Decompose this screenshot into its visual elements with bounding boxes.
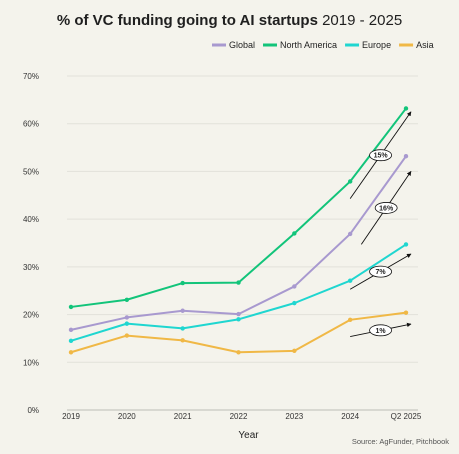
data-point-north-america (68, 304, 74, 310)
data-point-europe (236, 317, 241, 322)
data-point-asia (124, 333, 130, 338)
y-tick-label: 40% (23, 215, 39, 224)
data-point-north-america (236, 280, 241, 285)
x-axis-title: Year (238, 430, 259, 441)
legend-label-asia: Asia (416, 40, 434, 50)
annotation-label: 1% (376, 328, 387, 335)
data-point-north-america (292, 231, 297, 236)
y-tick-label: 70% (23, 72, 39, 81)
series-line-europe (70, 243, 407, 342)
data-point-global (236, 311, 241, 317)
annotation-label: 7% (376, 269, 387, 276)
data-point-asia (403, 310, 409, 315)
data-point-asia (347, 317, 353, 323)
y-tick-label: 30% (23, 263, 39, 272)
data-point-asia (236, 350, 241, 355)
y-tick-label: 10% (23, 358, 39, 367)
data-point-global (403, 153, 409, 159)
annotation-label: 16% (379, 205, 394, 212)
data-point-global (292, 284, 297, 289)
source-note: Source: AgFunder, Pitchbook (351, 437, 449, 446)
series-line-global (70, 155, 407, 331)
x-tick-label: 2021 (174, 412, 192, 421)
data-point-global (124, 315, 130, 320)
y-tick-label: 60% (23, 120, 39, 129)
data-point-global (180, 308, 185, 313)
data-point-north-america (180, 280, 185, 286)
chart-title: % of VC funding going to AI startups 201… (0, 12, 459, 29)
x-tick-label: 2022 (230, 412, 248, 421)
data-point-europe (403, 242, 409, 247)
annotation-oval (369, 265, 392, 278)
x-tick-label: 2024 (341, 412, 359, 421)
data-point-europe (292, 300, 297, 306)
data-point-global (68, 327, 74, 333)
data-point-north-america (403, 106, 409, 111)
data-point-asia (180, 338, 185, 343)
y-tick-label: 50% (23, 167, 39, 176)
data-point-global (347, 231, 353, 237)
data-point-asia (68, 350, 74, 355)
data-point-north-america (347, 179, 353, 184)
annotation-oval (369, 149, 392, 162)
x-tick-label: 2019 (62, 412, 80, 421)
y-tick-label: 0% (27, 406, 39, 415)
data-point-europe (68, 338, 74, 344)
x-tick-label: 2020 (118, 412, 136, 421)
annotation-oval (374, 202, 398, 214)
data-point-europe (180, 326, 185, 331)
x-tick-label: Q2 2025 (391, 412, 422, 421)
legend-label-global: Global (229, 40, 255, 50)
data-point-asia (292, 348, 297, 354)
data-point-north-america (124, 297, 130, 302)
annotation-oval (369, 324, 392, 337)
y-tick-label: 20% (23, 311, 39, 320)
data-point-europe (347, 278, 353, 283)
data-point-europe (124, 321, 130, 326)
legend-label-europe: Europe (362, 40, 391, 50)
annotation-label: 15% (374, 153, 389, 160)
chart-title-main: % of VC funding going to AI startups (56, 12, 318, 29)
legend-label-north-america: North America (280, 40, 337, 50)
chart-title-years: 2019 - 2025 (322, 12, 403, 29)
x-tick-label: 2023 (285, 412, 303, 421)
